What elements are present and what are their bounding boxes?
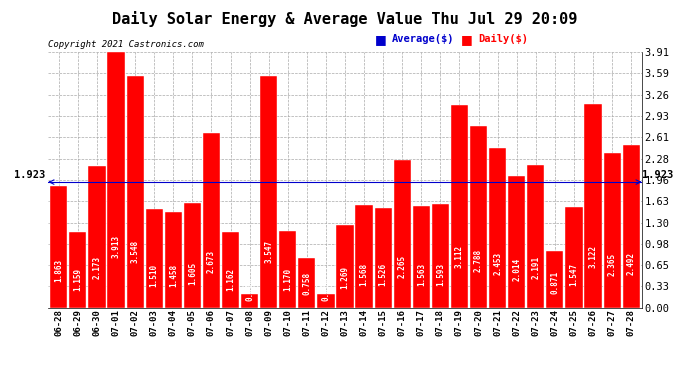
Bar: [451, 105, 468, 308]
Text: 3.122: 3.122: [589, 244, 598, 268]
Text: 1.563: 1.563: [417, 263, 426, 286]
Bar: [298, 258, 315, 308]
Bar: [355, 205, 373, 308]
Text: 3.112: 3.112: [455, 244, 464, 268]
Text: 1.568: 1.568: [359, 263, 368, 286]
Text: Average($): Average($): [392, 34, 455, 44]
Bar: [203, 133, 220, 308]
Text: 2.014: 2.014: [512, 258, 521, 280]
Bar: [222, 232, 239, 308]
Bar: [527, 165, 544, 308]
Text: 1.526: 1.526: [379, 263, 388, 286]
Text: 2.191: 2.191: [531, 255, 540, 279]
Text: 3.913: 3.913: [112, 235, 121, 258]
Text: 1.923: 1.923: [642, 170, 673, 180]
Text: 2.173: 2.173: [92, 256, 101, 279]
Bar: [375, 208, 392, 308]
Text: 2.365: 2.365: [608, 254, 617, 276]
Bar: [260, 76, 277, 308]
Text: 2.788: 2.788: [474, 248, 483, 272]
Text: 2.265: 2.265: [397, 255, 406, 278]
Text: 1.458: 1.458: [169, 264, 178, 287]
Bar: [394, 160, 411, 308]
Bar: [413, 206, 430, 308]
Text: 1.605: 1.605: [188, 262, 197, 285]
Bar: [470, 126, 487, 308]
Bar: [622, 145, 640, 308]
Text: 1.593: 1.593: [436, 262, 445, 285]
Text: 0.871: 0.871: [551, 271, 560, 294]
Text: 3.547: 3.547: [264, 240, 273, 262]
Text: 1.547: 1.547: [569, 263, 578, 286]
Bar: [126, 76, 144, 308]
Text: ■: ■: [461, 33, 473, 46]
Bar: [279, 231, 296, 308]
Text: 0.758: 0.758: [302, 272, 311, 296]
Text: 1.923: 1.923: [14, 170, 45, 180]
Bar: [508, 176, 525, 308]
Bar: [337, 225, 353, 308]
Bar: [146, 209, 163, 308]
Text: 1.170: 1.170: [284, 267, 293, 291]
Text: 2.492: 2.492: [627, 252, 635, 275]
Text: 1.510: 1.510: [150, 263, 159, 286]
Text: ■: ■: [375, 33, 386, 46]
Text: 0.209: 0.209: [245, 278, 254, 301]
Text: 1.863: 1.863: [55, 259, 63, 282]
Text: 1.159: 1.159: [73, 267, 82, 291]
Bar: [88, 166, 106, 308]
Bar: [184, 203, 201, 308]
Text: Daily Solar Energy & Average Value Thu Jul 29 20:09: Daily Solar Energy & Average Value Thu J…: [112, 11, 578, 27]
Bar: [565, 207, 582, 308]
Bar: [489, 147, 506, 308]
Text: 3.548: 3.548: [130, 240, 139, 262]
Bar: [432, 204, 449, 308]
Bar: [546, 251, 564, 308]
Text: 0.200: 0.200: [322, 278, 331, 301]
Bar: [604, 153, 621, 308]
Bar: [108, 52, 125, 308]
Text: 2.453: 2.453: [493, 252, 502, 276]
Text: Daily($): Daily($): [478, 34, 528, 44]
Text: Copyright 2021 Castronics.com: Copyright 2021 Castronics.com: [48, 40, 204, 49]
Bar: [69, 232, 86, 308]
Bar: [584, 104, 602, 308]
Text: 1.269: 1.269: [340, 266, 350, 290]
Bar: [241, 294, 258, 307]
Bar: [317, 294, 335, 307]
Bar: [165, 212, 182, 308]
Bar: [50, 186, 68, 308]
Text: 1.162: 1.162: [226, 267, 235, 291]
Text: 2.673: 2.673: [207, 250, 216, 273]
